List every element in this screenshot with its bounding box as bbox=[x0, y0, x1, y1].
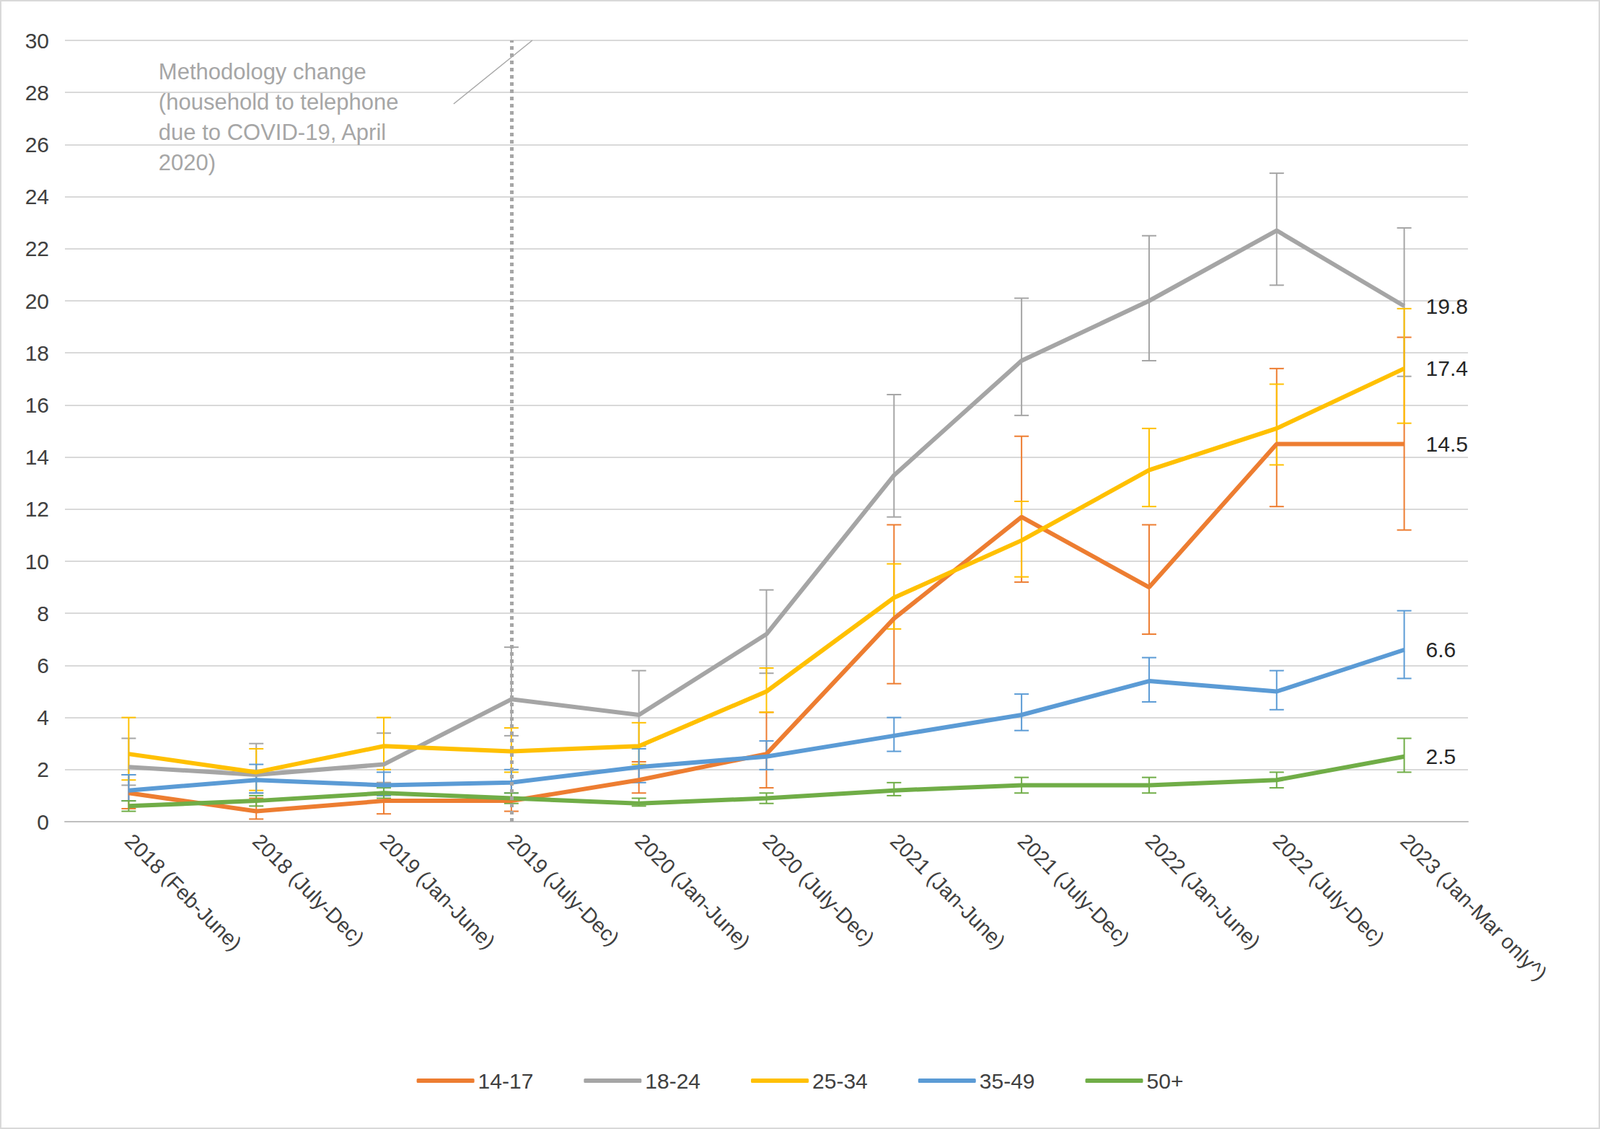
svg-text:0: 0 bbox=[36, 810, 50, 834]
svg-text:2: 2 bbox=[36, 757, 50, 782]
svg-text:14: 14 bbox=[25, 445, 50, 469]
svg-text:24: 24 bbox=[25, 184, 50, 209]
svg-text:20: 20 bbox=[25, 289, 50, 314]
svg-text:28: 28 bbox=[25, 80, 50, 105]
svg-text:(household to telephone: (household to telephone bbox=[158, 89, 399, 115]
svg-text:35-49: 35-49 bbox=[979, 1069, 1036, 1093]
svg-text:10: 10 bbox=[25, 549, 50, 574]
svg-text:2022 (July-Dec): 2022 (July-Dec) bbox=[1268, 829, 1389, 951]
svg-text:18-24: 18-24 bbox=[644, 1069, 701, 1093]
svg-text:2020): 2020) bbox=[158, 150, 216, 176]
svg-text:25-34: 25-34 bbox=[812, 1069, 868, 1093]
svg-text:2022 (Jan-June): 2022 (Jan-June) bbox=[1141, 829, 1266, 954]
svg-text:50+: 50+ bbox=[1146, 1069, 1184, 1093]
svg-text:19.8: 19.8 bbox=[1426, 294, 1468, 319]
svg-text:4: 4 bbox=[36, 705, 50, 730]
svg-text:2.5: 2.5 bbox=[1426, 744, 1457, 769]
svg-text:22: 22 bbox=[25, 236, 50, 261]
svg-text:2020 (July-Dec): 2020 (July-Dec) bbox=[758, 829, 879, 951]
svg-text:2018 (July-Dec): 2018 (July-Dec) bbox=[248, 829, 369, 951]
svg-text:16: 16 bbox=[25, 393, 50, 417]
svg-text:2019 (Jan-June): 2019 (Jan-June) bbox=[375, 829, 500, 954]
svg-text:12: 12 bbox=[25, 497, 50, 521]
svg-text:2023 (Jan-Mar only^): 2023 (Jan-Mar only^) bbox=[1395, 829, 1552, 986]
svg-text:2019 (July-Dec): 2019 (July-Dec) bbox=[503, 829, 624, 951]
svg-text:18: 18 bbox=[25, 341, 50, 366]
svg-text:8: 8 bbox=[36, 601, 50, 626]
svg-text:due to COVID-19, April: due to COVID-19, April bbox=[158, 119, 386, 145]
svg-text:17.4: 17.4 bbox=[1426, 356, 1468, 381]
svg-text:14.5: 14.5 bbox=[1426, 432, 1468, 456]
svg-text:6: 6 bbox=[36, 653, 50, 678]
svg-text:2021 (July-Dec): 2021 (July-Dec) bbox=[1013, 829, 1134, 951]
svg-text:2020 (Jan-June): 2020 (Jan-June) bbox=[630, 829, 755, 954]
svg-text:Methodology change: Methodology change bbox=[158, 59, 367, 85]
svg-text:30: 30 bbox=[25, 28, 50, 53]
svg-text:14-17: 14-17 bbox=[478, 1069, 534, 1093]
svg-text:2021 (Jan-June): 2021 (Jan-June) bbox=[885, 829, 1010, 954]
svg-text:2018 (Feb-June): 2018 (Feb-June) bbox=[120, 829, 246, 956]
svg-text:6.6: 6.6 bbox=[1426, 637, 1457, 662]
svg-text:26: 26 bbox=[25, 132, 50, 157]
